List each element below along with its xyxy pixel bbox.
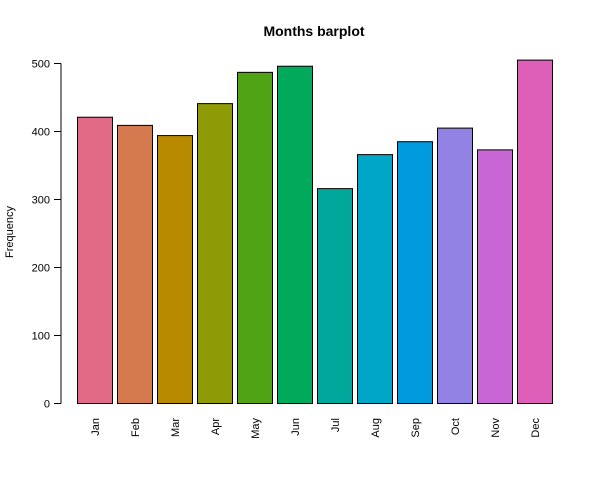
bar-jul <box>317 188 353 404</box>
bar-mar <box>157 135 193 405</box>
x-tick-label: Sep <box>410 418 422 438</box>
x-tick-label: Mar <box>170 418 182 437</box>
y-tick-label: 100 <box>32 331 50 343</box>
x-axis-labels: Jan Feb Mar Apr May Jun Jul Aug Sep Oct Nov Dec <box>90 418 542 439</box>
x-tick-label: Jun <box>290 418 302 436</box>
y-tick-label: 300 <box>32 195 50 207</box>
x-tick-label: Jul <box>330 418 342 432</box>
y-tick-label: 200 <box>32 263 50 275</box>
chart-title: Months barplot <box>263 23 364 39</box>
y-tick-label: 0 <box>44 399 50 411</box>
x-tick-label: Aug <box>370 418 382 438</box>
x-tick-label: Nov <box>490 418 502 438</box>
bar-dec <box>517 59 553 404</box>
y-tick-label: 400 <box>32 127 50 139</box>
bar-may <box>237 71 273 404</box>
x-tick-label: Feb <box>130 418 142 437</box>
x-tick-label: May <box>250 418 262 439</box>
bar-oct <box>437 127 473 404</box>
bar-jun <box>277 65 313 404</box>
x-tick-label: Jan <box>90 418 102 436</box>
bar-apr <box>197 103 233 405</box>
bar-sep <box>397 141 433 404</box>
x-tick-label: Apr <box>210 418 222 435</box>
bars <box>77 59 553 405</box>
bar-feb <box>117 124 153 404</box>
bar-aug <box>357 154 393 404</box>
bar-jan <box>77 116 113 404</box>
bar-nov <box>477 149 513 404</box>
x-tick-label: Dec <box>530 418 542 438</box>
y-axis-label: Frequency <box>4 206 16 258</box>
y-axis: 0 100 200 300 400 500 <box>32 59 62 411</box>
y-tick-label: 500 <box>32 59 50 71</box>
x-tick-label: Oct <box>450 418 462 435</box>
